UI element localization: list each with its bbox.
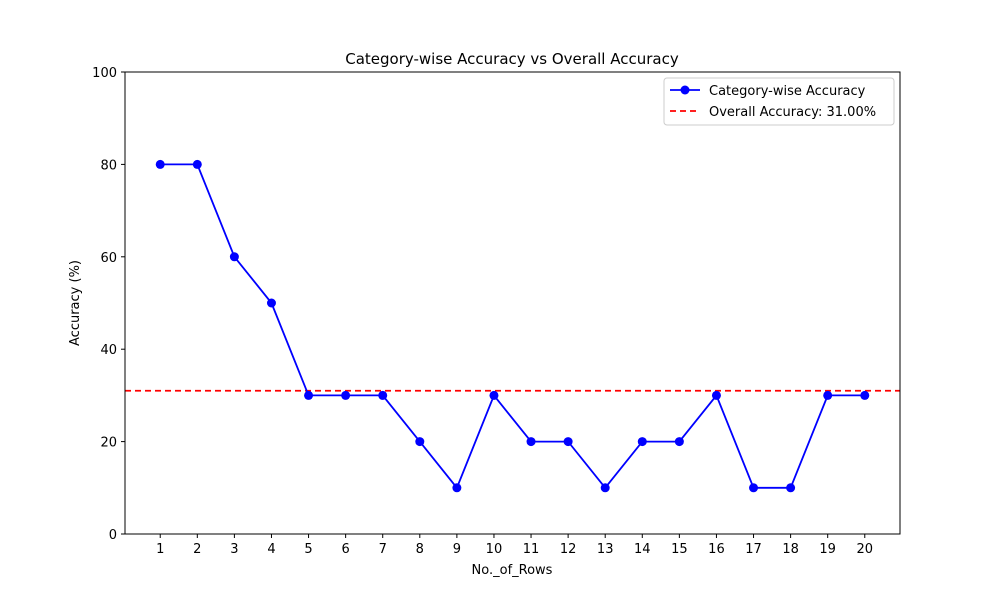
plot-area: 1 2 3 4 5 6 7 8 9 10 11 12 13 14 15 16 17 18 19 20020406080… — [92, 66, 900, 557]
data-point — [229, 252, 239, 262]
x-tick-label: 11 — [523, 542, 540, 557]
x-tick-label: 15 — [671, 542, 688, 557]
x-tick-label: 4 — [267, 542, 275, 557]
x-tick-label: 8 — [416, 542, 424, 557]
x-axis-label: No._of_Rows — [472, 563, 553, 578]
legend-reference-label: Overall Accuracy: 31.00% — [709, 105, 876, 120]
y-tick-label: 100 — [92, 66, 117, 81]
data-point — [415, 437, 425, 447]
plot-frame — [124, 71, 901, 535]
x-tick-label: 20 — [856, 542, 873, 557]
data-point — [341, 390, 351, 400]
x-tick-label: 19 — [819, 542, 836, 557]
y-axis-label: Accuracy (%) — [68, 260, 83, 346]
x-tick-label: 12 — [560, 542, 577, 557]
x-tick-label: 1 — [156, 542, 164, 557]
x-tick-label: 17 — [745, 542, 762, 557]
x-tick-label: 16 — [708, 542, 725, 557]
legend-series-label: Category-wise Accuracy — [709, 84, 866, 99]
data-point — [674, 437, 684, 447]
x-tick-label: 6 — [341, 542, 349, 557]
data-point — [452, 483, 462, 493]
data-point — [155, 159, 165, 169]
data-point — [304, 390, 314, 400]
chart-title: Category-wise Accuracy vs Overall Accura… — [345, 50, 679, 68]
y-tick-label: 0 — [109, 528, 117, 543]
data-point — [563, 437, 573, 447]
x-tick-label: 14 — [634, 542, 651, 557]
data-point — [786, 483, 796, 493]
data-point — [378, 390, 388, 400]
legend-series-marker — [680, 85, 690, 95]
x-tick-label: 7 — [379, 542, 387, 557]
y-tick-label: 60 — [100, 251, 117, 266]
data-point — [711, 390, 721, 400]
y-tick-label: 80 — [100, 158, 117, 173]
data-point — [192, 159, 202, 169]
x-tick-label: 10 — [486, 542, 503, 557]
data-point — [526, 437, 536, 447]
data-point — [489, 390, 499, 400]
x-tick-label: 18 — [782, 542, 799, 557]
data-point — [860, 390, 870, 400]
series-line — [160, 163, 865, 490]
data-point — [637, 437, 647, 447]
x-tick-label: 5 — [304, 542, 312, 557]
legend: Category-wise Accuracy Overall Accuracy:… — [663, 77, 895, 126]
x-tick-label: 9 — [453, 542, 461, 557]
data-point — [600, 483, 610, 493]
data-point — [749, 483, 759, 493]
x-tick-label: 13 — [597, 542, 614, 557]
legend-box — [663, 77, 895, 126]
data-point — [266, 298, 276, 308]
x-tick-label: 3 — [230, 542, 238, 557]
data-point — [823, 390, 833, 400]
y-tick-label: 40 — [100, 343, 117, 358]
x-tick-label: 2 — [193, 542, 201, 557]
y-tick-label: 20 — [100, 436, 117, 451]
